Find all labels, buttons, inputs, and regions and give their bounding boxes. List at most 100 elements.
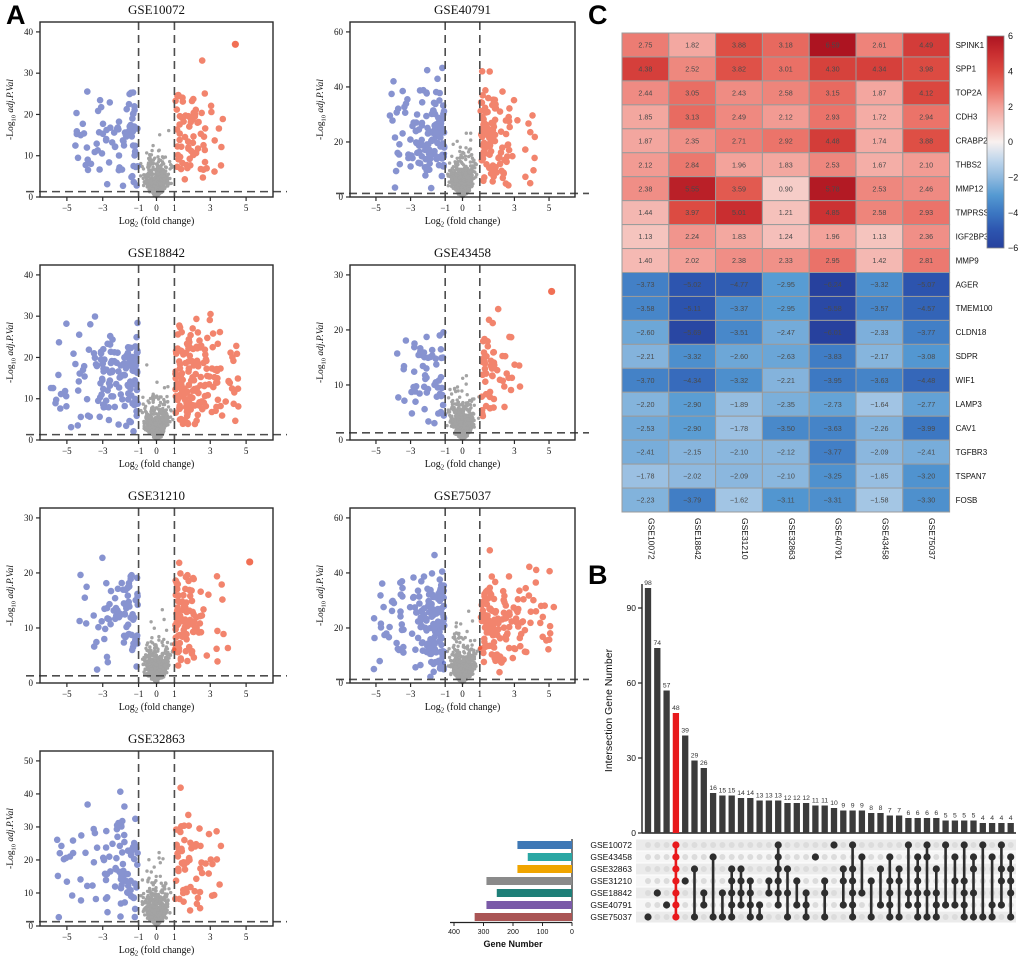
heatmap-cell-value: −3.73 xyxy=(636,280,654,289)
volcano-plot-GSE10072: GSE10072 −5 −3 −1 0 1 3 5 0 10 20 30 40 Log2 (fold ch… xyxy=(6,2,287,229)
upset-bar-value: 16 xyxy=(709,785,717,792)
volcano-points-down xyxy=(386,64,448,192)
x-tick-label: 3 xyxy=(208,689,213,699)
heatmap-cell-value: −2.23 xyxy=(636,496,654,505)
heatmap-row-label: CRABP2 xyxy=(956,137,989,146)
x-tick-label: 3 xyxy=(208,446,213,456)
heatmap-cell-value: −2.10 xyxy=(730,448,748,457)
x-tick-label: 3 xyxy=(512,203,517,213)
heatmap-cell-value: 2.92 xyxy=(779,136,793,145)
heatmap-cell-value: −3.70 xyxy=(636,376,654,385)
x-tick-label: 1 xyxy=(172,446,177,456)
upset-matrix-column xyxy=(988,853,996,921)
heatmap-cell-value: 2.95 xyxy=(826,256,840,265)
x-tick-label: −5 xyxy=(371,446,381,456)
upset-y-tick-label: 60 xyxy=(627,678,637,688)
upset-bar-value: 9 xyxy=(851,803,855,810)
y-tick-label: 60 xyxy=(334,27,344,37)
volcano-points-nonsig xyxy=(446,131,479,199)
volcano-x-axis-label: Log2 (fold change) xyxy=(425,459,501,472)
heatmap-cell-value: −1.89 xyxy=(730,400,748,409)
heatmap-cell-value: 2.44 xyxy=(638,88,652,97)
heatmap-row-label: FOSB xyxy=(956,496,978,505)
upset-bar xyxy=(998,823,1005,833)
volcano-x-axis-label: Log2 (fold change) xyxy=(425,702,501,715)
upset-matrix-column xyxy=(700,889,708,909)
x-tick-label: −5 xyxy=(371,203,381,213)
upset-bar-value: 5 xyxy=(962,813,966,820)
set-size-bar xyxy=(486,877,572,885)
heatmap-cell-value: −1.78 xyxy=(730,424,748,433)
heatmap-cell-value: −2.17 xyxy=(870,352,888,361)
volcano-x-axis-label: Log2 (fold change) xyxy=(119,459,195,472)
upset-bar xyxy=(663,690,670,833)
upset-matrix-column xyxy=(746,877,754,921)
y-tick-label: 0 xyxy=(339,435,344,445)
heatmap-cell-value: 0.90 xyxy=(779,184,793,193)
heatmap-cell-value: −2.73 xyxy=(824,400,842,409)
set-size-bar xyxy=(496,889,572,897)
upset-bar xyxy=(840,810,847,833)
upset-bar-value: 29 xyxy=(691,753,699,760)
x-tick-label: −3 xyxy=(406,446,416,456)
colorbar-tick-label: −6 xyxy=(1008,243,1018,253)
heatmap-row-label: MMP9 xyxy=(956,256,980,265)
heatmap-cell-value: −5.02 xyxy=(683,280,701,289)
heatmap-cell-value: 1.13 xyxy=(638,232,652,241)
heatmap-row-label: SDPR xyxy=(956,352,978,361)
y-tick-label: 30 xyxy=(24,68,34,78)
volcano-title: GSE31210 xyxy=(128,488,185,503)
upset-bar xyxy=(1007,823,1014,833)
upset-matrix-column xyxy=(690,865,699,921)
x-tick-label: 1 xyxy=(478,689,483,699)
heatmap-cell-value: −6.01 xyxy=(824,328,842,337)
heatmap-cell-value: −3.83 xyxy=(824,352,842,361)
heatmap-cell-value: 2.93 xyxy=(826,112,840,121)
upset-bar xyxy=(775,800,782,833)
heatmap-row-label: SPINK1 xyxy=(956,41,985,50)
x-tick-label: 5 xyxy=(244,203,249,213)
heatmap-cell-value: 2.94 xyxy=(919,112,933,121)
upset-bar-value: 6 xyxy=(907,810,911,817)
heatmap-row-label: AGER xyxy=(956,280,979,289)
upset-matrix-column xyxy=(653,889,661,897)
upset-bar-value: 4 xyxy=(1009,815,1013,822)
y-tick-label: 30 xyxy=(24,513,34,523)
heatmap-cell-value: −4.48 xyxy=(917,376,935,385)
x-tick-label: −5 xyxy=(62,689,72,699)
heatmap-cell-value: −2.60 xyxy=(636,328,654,337)
set-size-axis-label: Gene Number xyxy=(483,939,543,949)
x-tick-label: −1 xyxy=(134,689,144,699)
upset-bar-value: 13 xyxy=(765,793,773,800)
y-tick-label: 40 xyxy=(334,82,344,92)
upset-bar xyxy=(914,818,921,833)
upset-bar xyxy=(654,648,661,833)
x-tick-label: −5 xyxy=(62,932,72,942)
heatmap-row-label: TMEM100 xyxy=(956,304,993,313)
heatmap-cell-value: 2.35 xyxy=(685,136,699,145)
heatmap-cell-value: 4.30 xyxy=(826,65,840,74)
heatmap-cell-value: 1.83 xyxy=(779,160,793,169)
x-tick-label: −5 xyxy=(62,446,72,456)
heatmap-cell-value: 3.15 xyxy=(826,88,840,97)
y-tick-label: 0 xyxy=(339,192,344,202)
heatmap-row-label: TGFBR3 xyxy=(956,448,988,457)
volcano-plot-GSE75037: GSE75037 −5 −3 −1 0 1 3 5 0 20 40 60 Log2 (fold chan… xyxy=(316,488,589,715)
y-tick-label: 30 xyxy=(24,311,34,321)
upset-bar-value: 48 xyxy=(672,705,680,712)
upset-matrix-column xyxy=(951,853,959,909)
heatmap-cell-value: 4.49 xyxy=(919,41,933,50)
x-tick-label: 5 xyxy=(244,689,249,699)
upset-bar-value: 5 xyxy=(972,813,976,820)
heatmap-cell-value: −2.12 xyxy=(777,448,795,457)
heatmap-cell-value: −2.20 xyxy=(636,400,654,409)
upset-bar-value: 12 xyxy=(784,795,792,802)
x-tick-label: −3 xyxy=(98,446,108,456)
heatmap-cell-value: −3.77 xyxy=(824,448,842,457)
y-tick-label: 0 xyxy=(29,921,34,931)
volcano-x-axis-label: Log2 (fold change) xyxy=(119,945,195,958)
upset-bar xyxy=(886,815,893,833)
colorbar-tick-label: 2 xyxy=(1008,102,1013,112)
heatmap-cell-value: −3.25 xyxy=(824,472,842,481)
